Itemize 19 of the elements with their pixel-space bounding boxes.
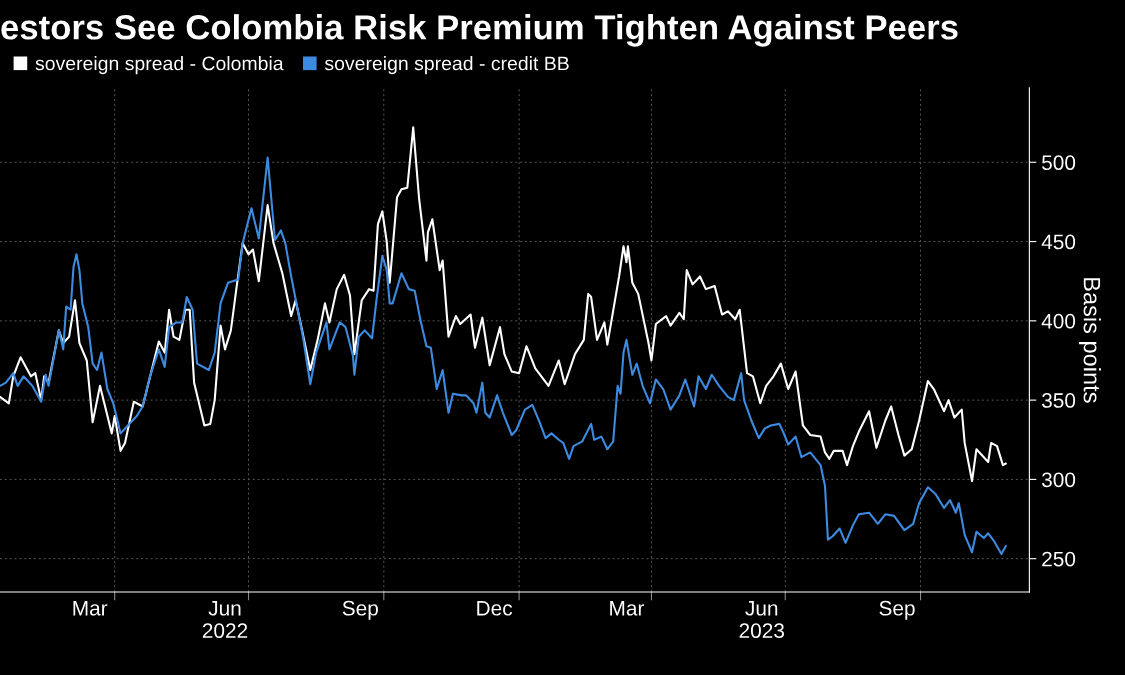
line-series — [0, 126, 1007, 483]
x-tick-label: Jun 2023 — [739, 601, 784, 639]
x-tick-label: Dec — [477, 601, 513, 616]
x-tick-label: Sep — [342, 600, 378, 620]
x-tick-label: Mar — [610, 601, 645, 616]
y-tick-label: 250 — [1042, 551, 1076, 567]
y-tick-label: 450 — [1041, 234, 1076, 250]
chart-title: estors See Colombia Risk Premium Tighten Against Peers — [1, 14, 958, 47]
y-tick-label: 350 — [1041, 393, 1076, 408]
line-series — [0, 156, 1007, 555]
y-axis-title: Basis points — [1078, 278, 1101, 403]
y-tick-label: 400 — [1041, 313, 1076, 329]
legend-label: sovereign spread - credit BB — [324, 56, 569, 75]
x-tick-label: Sep — [879, 600, 915, 620]
y-tick-label: 300 — [1041, 472, 1076, 488]
y-tick-label: 500 — [1042, 155, 1076, 171]
x-tick-label: Jun 2022 — [202, 601, 248, 639]
legend-label: sovereign spread - Colombia — [35, 56, 284, 75]
x-tick-label: Mar — [73, 601, 108, 616]
